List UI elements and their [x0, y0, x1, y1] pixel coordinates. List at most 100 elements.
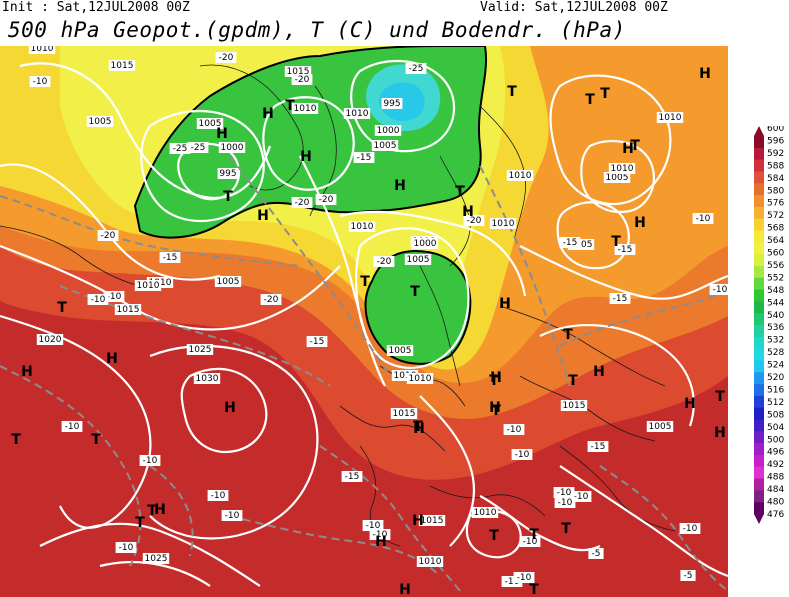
colorbar-swatch: [754, 313, 764, 326]
colorbar-swatch: [754, 195, 764, 208]
colorbar-level-label: 568: [767, 224, 784, 234]
colorbar-swatch: [754, 136, 764, 149]
colorbar-swatch: [754, 254, 764, 267]
colorbar-swatch: [754, 443, 764, 456]
isobar-label-bg: [108, 60, 136, 71]
colorbar-swatch: [754, 478, 764, 491]
low-pressure-center: T: [489, 373, 499, 389]
isotherm-label: -10: [557, 488, 572, 498]
isobar-label: 1015: [117, 305, 140, 315]
colorbar-level-label: 560: [767, 249, 784, 259]
low-pressure-center: T: [135, 515, 145, 531]
colorbar-level-label: 524: [767, 361, 784, 371]
colorbar-swatch: [754, 395, 764, 409]
isotherm-label-bg: [115, 542, 137, 553]
weather-map: 1015 1015 1010 1005 1000 995 1010 1005 1000 995 10…: [0, 46, 728, 597]
isobar-label: 1015: [111, 61, 134, 71]
isotherm-label: -20: [101, 231, 116, 241]
colorbar-level-label: 552: [767, 273, 784, 283]
isotherm-label-bg: [61, 421, 83, 432]
isotherm-label: -20: [295, 75, 310, 85]
isotherm-label: -25: [173, 144, 188, 154]
low-pressure-center: T: [489, 528, 499, 544]
isobar-label-bg: [567, 239, 595, 250]
isobar-label-bg: [386, 345, 414, 356]
colorbar-level-label: 548: [767, 286, 784, 296]
isobar-label: 1005: [606, 173, 629, 183]
isotherm-label-bg: [513, 572, 535, 583]
high-pressure-center: H: [154, 502, 166, 518]
low-pressure-center: T: [585, 92, 595, 108]
colorbar-swatch: [754, 466, 764, 480]
colorbar-swatch: [754, 360, 764, 373]
colorbar-swatch: [754, 289, 764, 302]
colorbar-level-label: 572: [767, 211, 784, 221]
isobar-label-bg: [646, 421, 674, 432]
isotherm-label-bg: [306, 336, 328, 347]
isotherm-label-bg: [519, 536, 541, 547]
isobar-label: 1010: [409, 374, 432, 384]
isobars: [0, 59, 728, 587]
isobar-label-bg: [196, 118, 224, 129]
low-pressure-center: T: [285, 98, 295, 114]
colorbar-max-arrow: [754, 126, 764, 136]
isotherm-label: -20: [377, 257, 392, 267]
colorbar-swatch: [754, 265, 764, 279]
colorbar-swatch: [754, 218, 764, 231]
isotherm-label: -10: [119, 543, 134, 553]
isobar-label: 1000: [377, 126, 400, 136]
isotherm-label: -15: [563, 238, 578, 248]
isobar-label: 1025: [189, 345, 212, 355]
isobar-label: 1010: [137, 281, 160, 291]
isotherm-label: -15: [357, 153, 372, 163]
isotherm-label: -25: [409, 64, 424, 74]
low-pressure-center: T: [455, 184, 465, 200]
isotherm-label-bg: [463, 215, 485, 226]
high-pressure-center: H: [714, 425, 726, 441]
isotherm-label: -25: [191, 143, 206, 153]
isobar-label-bg: [217, 168, 239, 179]
isotherm-label-bg: [221, 510, 243, 521]
isobar-label-bg: [186, 344, 214, 355]
isobar-label-bg: [291, 103, 319, 114]
colorbar-swatch: [754, 277, 764, 291]
isobar-label-bg: [114, 304, 142, 315]
isobar-label-bg: [411, 238, 439, 249]
colorbar-level-label: 532: [767, 336, 784, 346]
isotherm-label-bg: [207, 490, 229, 501]
isobar-label: 1010: [474, 508, 497, 518]
isotherm-label: -15: [591, 442, 606, 452]
isotherm-label: -20: [319, 195, 334, 205]
low-pressure-center: T: [223, 189, 233, 205]
isotherm-label-bg: [692, 213, 714, 224]
isobar-label-bg: [471, 507, 499, 518]
isotherm-label-bg: [588, 548, 604, 559]
colorbar-level-label: 588: [767, 161, 784, 171]
isobar-label-bg: [214, 276, 242, 287]
isobar-label-bg: [218, 142, 246, 153]
init-time-label: Init : Sat,12JUL2008 00Z: [2, 0, 190, 15]
high-pressure-center: H: [257, 208, 269, 224]
weather-map-svg: 1015101510101005100099510101005100099510…: [0, 46, 728, 597]
colorbar-swatch: [754, 171, 764, 184]
isobar-label: 1005: [649, 422, 672, 432]
low-pressure-center: T: [147, 503, 157, 519]
isotherm-label: -10: [507, 425, 522, 435]
isotherm-label: -10: [143, 456, 158, 466]
isobar-label: 1005: [389, 346, 412, 356]
high-pressure-center: H: [394, 178, 406, 194]
isotherm-label: -10: [523, 537, 538, 547]
low-pressure-center: T: [91, 432, 101, 448]
colorbar-level-label: 580: [767, 186, 784, 196]
isobar-label: 1005: [217, 277, 240, 287]
isotherm-label: -10: [225, 511, 240, 521]
isotherm-label-bg: [139, 455, 161, 466]
colorbar-swatch: [754, 230, 764, 243]
isobar-label: 1005: [570, 240, 593, 250]
isobar-label: 995: [383, 99, 400, 109]
isobar-label: 1015: [393, 409, 416, 419]
isobar-label-bg: [381, 98, 403, 109]
low-pressure-center: T: [600, 86, 610, 102]
colorbar-swatch: [754, 325, 764, 338]
isotherm-label: -10: [373, 530, 388, 540]
